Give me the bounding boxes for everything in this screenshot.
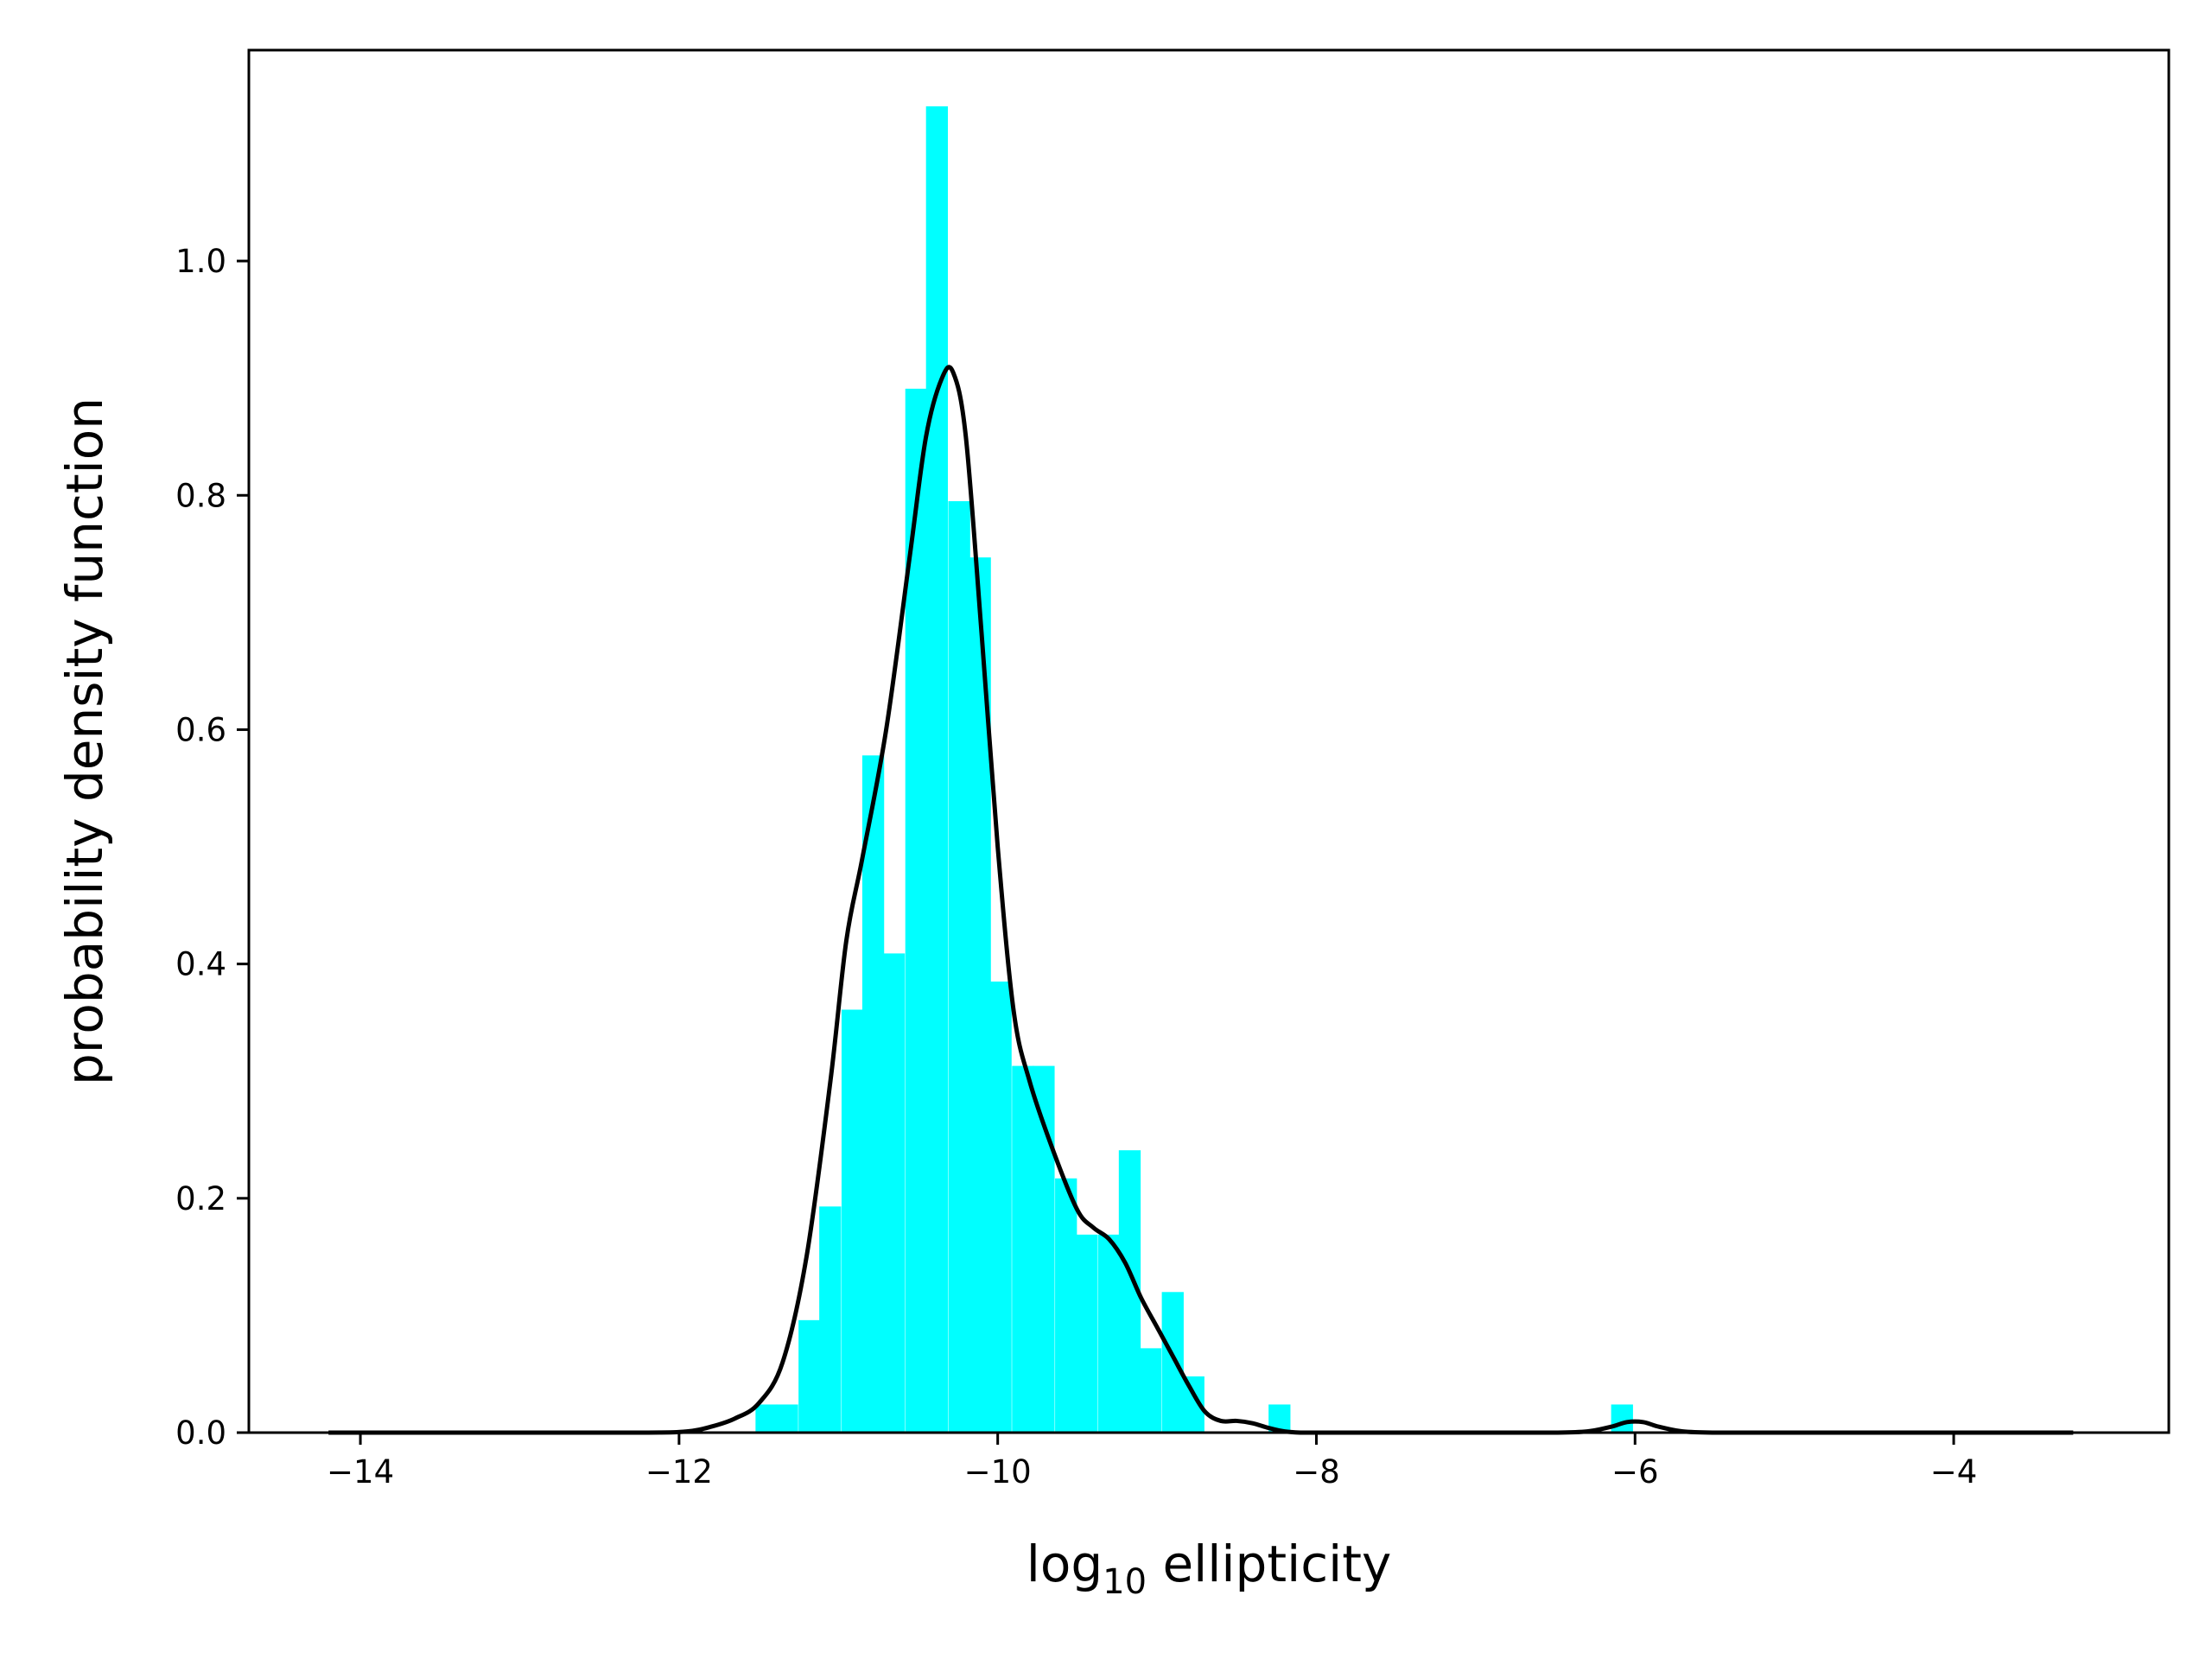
x-tick-label: −12 bbox=[645, 1453, 713, 1491]
x-axis: −14 −12 −10 −8 −6 −4 bbox=[327, 1433, 1977, 1491]
histogram-bar bbox=[841, 1009, 864, 1433]
histogram-bar bbox=[989, 981, 1012, 1433]
histogram-bar bbox=[1139, 1348, 1162, 1433]
histogram-bar bbox=[948, 501, 970, 1433]
y-axis: 0.0 0.2 0.4 0.6 0.8 1.0 bbox=[175, 243, 249, 1452]
x-axis-label-main: log bbox=[1027, 1535, 1103, 1593]
y-tick-label: 0.8 bbox=[175, 477, 226, 514]
x-tick-label: −10 bbox=[964, 1453, 1032, 1491]
histogram-bar bbox=[882, 953, 906, 1433]
histogram-bar bbox=[819, 1206, 842, 1433]
histogram-bar bbox=[905, 388, 928, 1433]
histogram-bar bbox=[1161, 1292, 1184, 1433]
y-tick-label: 1.0 bbox=[175, 243, 226, 280]
x-tick-label: −8 bbox=[1293, 1453, 1340, 1491]
histogram-bars bbox=[755, 106, 1633, 1433]
histogram-bar bbox=[1611, 1404, 1633, 1433]
x-tick-label: −14 bbox=[327, 1453, 394, 1491]
x-axis-label-suffix: ellipticity bbox=[1147, 1535, 1391, 1593]
histogram-bar bbox=[798, 1319, 821, 1433]
histogram-bar bbox=[861, 755, 885, 1433]
x-tick-label: −4 bbox=[1930, 1453, 1978, 1491]
y-tick-label: 0.4 bbox=[175, 946, 226, 983]
y-axis-label: probability density function bbox=[55, 397, 114, 1085]
histogram-bar bbox=[755, 1404, 778, 1433]
x-tick-label: −6 bbox=[1611, 1453, 1659, 1491]
x-axis-label: log10 ellipticity bbox=[1027, 1535, 1392, 1602]
histogram-bar bbox=[925, 106, 949, 1433]
kde-curve bbox=[328, 365, 2074, 1435]
histogram-bar bbox=[1097, 1234, 1121, 1433]
histogram-bar bbox=[1012, 1065, 1034, 1433]
y-tick-label: 0.2 bbox=[175, 1180, 226, 1217]
histogram-bar bbox=[1055, 1178, 1077, 1433]
plot-frame bbox=[247, 48, 2171, 1434]
y-tick-label: 0.6 bbox=[175, 711, 226, 748]
y-tick-label: 0.0 bbox=[175, 1414, 226, 1452]
histogram-bar bbox=[1076, 1234, 1098, 1433]
histogram-bar bbox=[776, 1404, 798, 1433]
x-axis-label-subscript: 10 bbox=[1103, 1562, 1147, 1602]
